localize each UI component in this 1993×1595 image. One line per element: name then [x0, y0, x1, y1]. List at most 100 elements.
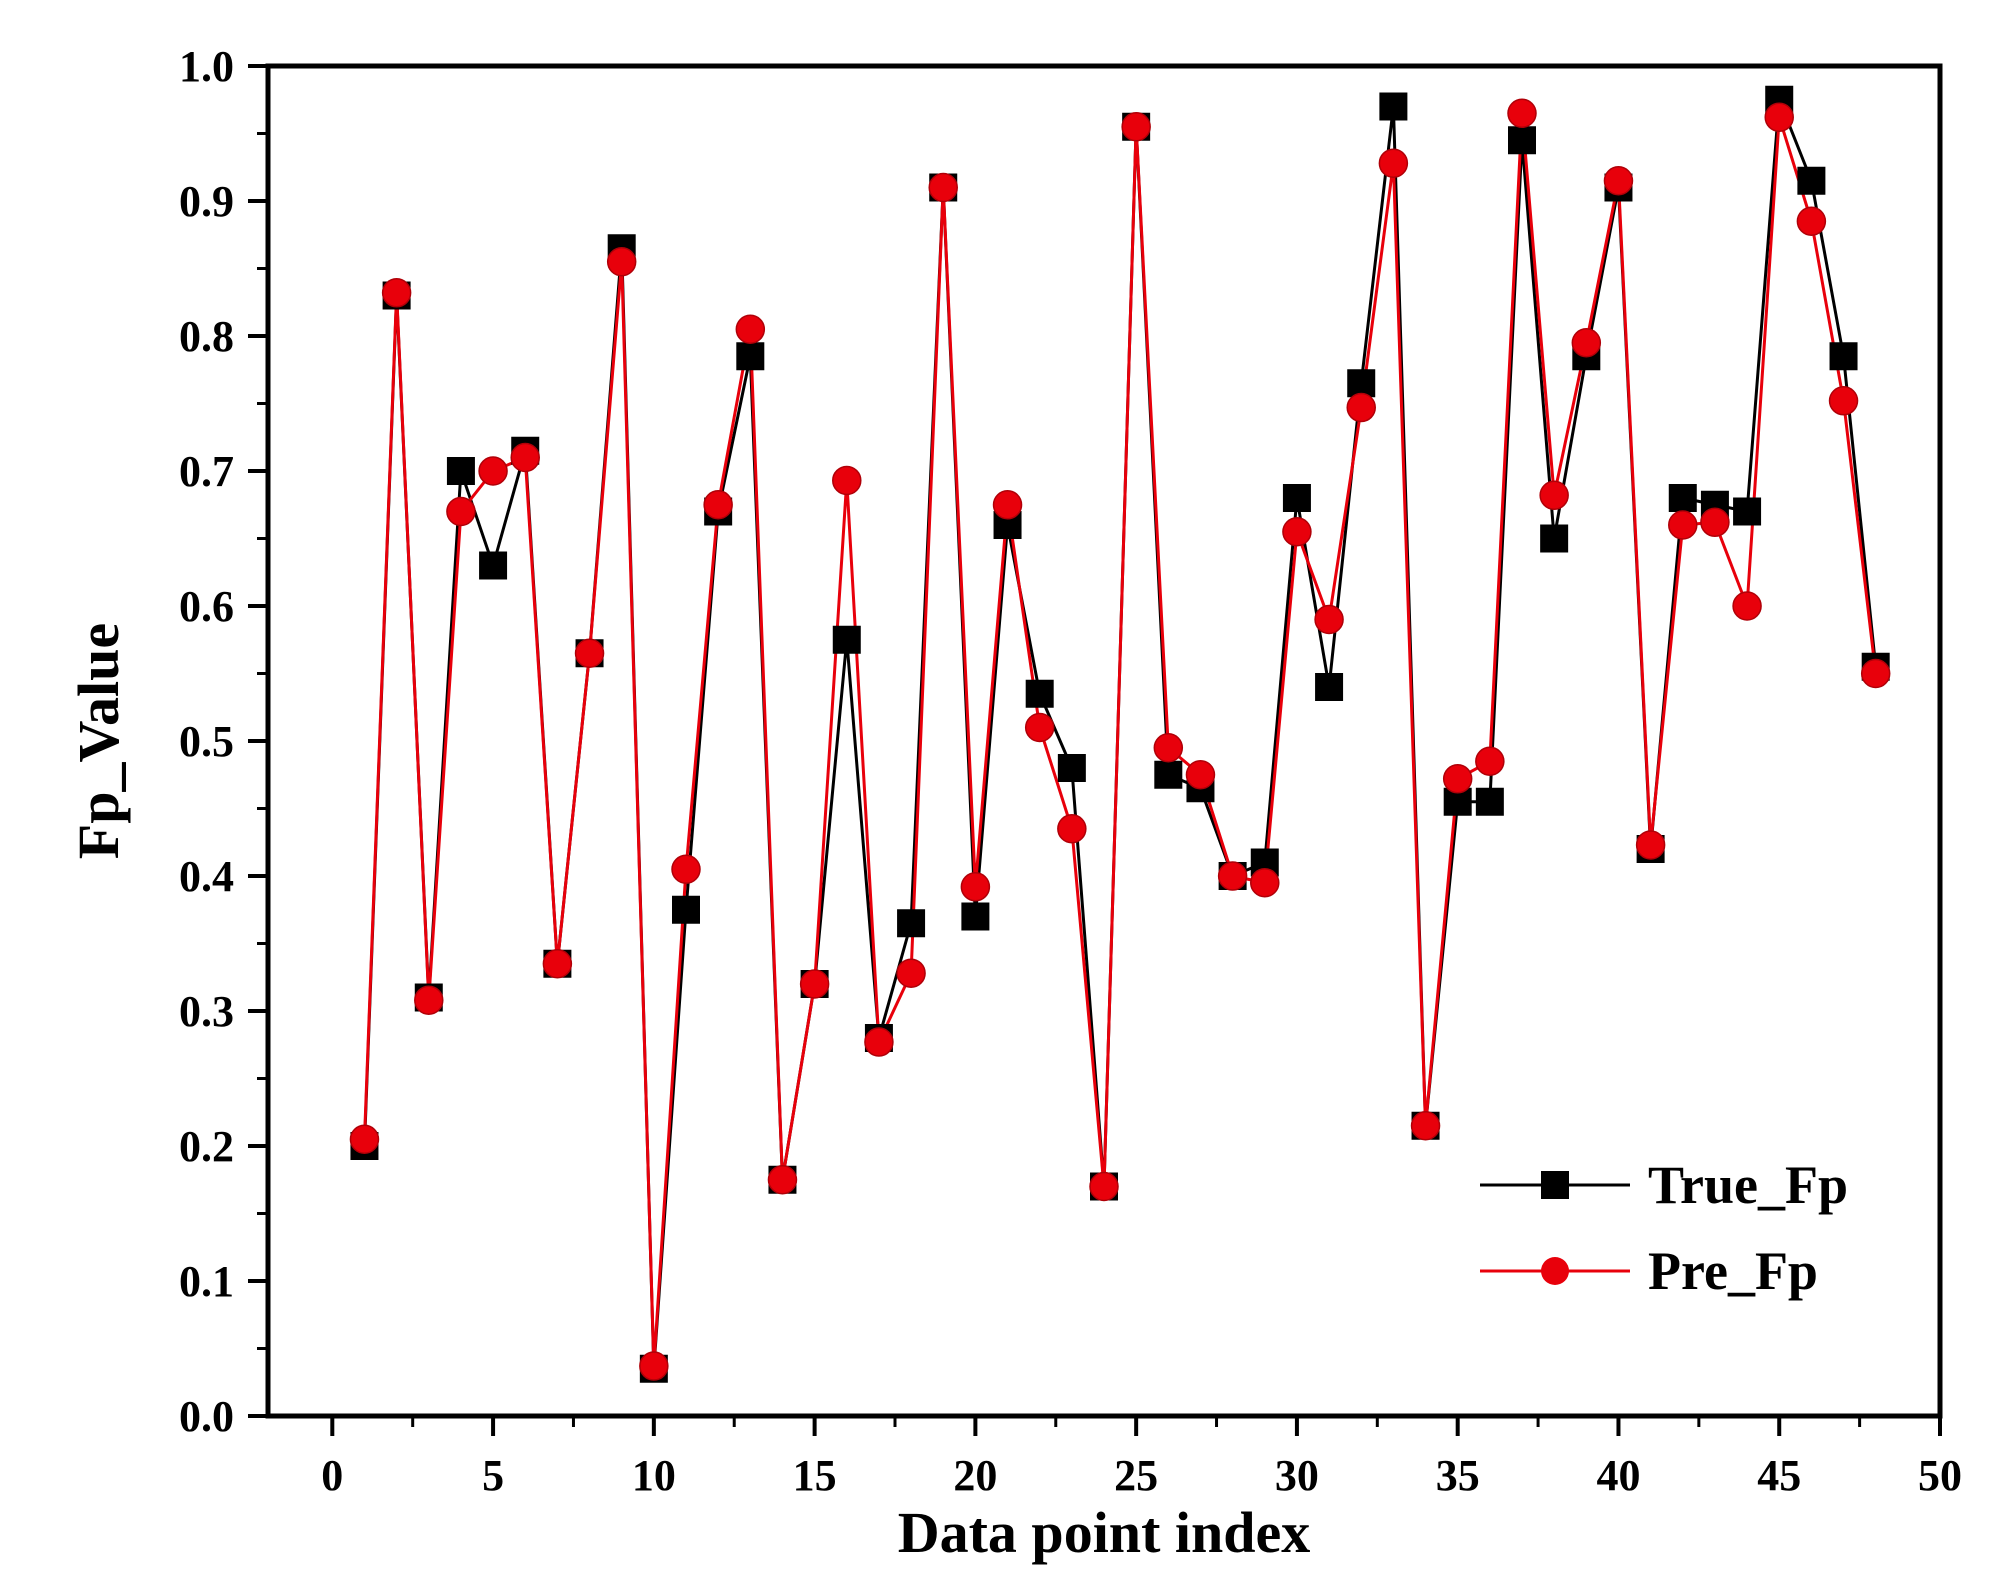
data-point-pre-fp [1475, 746, 1505, 776]
data-point-true-fp [1797, 166, 1826, 195]
y-tick-label: 0.1 [179, 1257, 234, 1306]
data-point-pre-fp [1089, 1171, 1119, 1202]
data-point-pre-fp [832, 465, 862, 496]
legend: True_Fp Pre_Fp [1480, 1155, 1848, 1301]
data-point-pre-fp [671, 854, 701, 884]
series-markers [349, 85, 1891, 1383]
data-point-pre-fp [574, 638, 605, 668]
data-point-pre-fp [542, 949, 573, 979]
data-point-pre-fp [349, 1124, 380, 1154]
data-point-pre-fp [606, 247, 637, 277]
legend-label: True_Fp [1648, 1155, 1848, 1215]
data-point-pre-fp [414, 985, 444, 1015]
data-point-pre-fp [1828, 386, 1859, 416]
data-point-pre-fp [1153, 733, 1184, 763]
legend-marker-square [1541, 1171, 1569, 1199]
y-tick-label: 0.4 [179, 852, 234, 901]
data-point-true-fp [736, 342, 765, 371]
y-axis-title: Fp_Value [66, 623, 131, 859]
data-point-pre-fp [1700, 507, 1730, 538]
x-tick-label: 20 [953, 1451, 997, 1500]
data-point-pre-fp [1314, 604, 1344, 635]
x-tick-label: 15 [793, 1451, 837, 1500]
series-points-pre-fp [349, 98, 1891, 1381]
x-axis-title: Data point index [898, 1500, 1311, 1565]
axis-ticks: 0 5 10 15 20 25 30 35 40 45 50 0.0 0.1 0.2 0.3 0.4 0.5 0.… [179, 42, 1962, 1500]
data-point-pre-fp [510, 442, 540, 473]
data-point-pre-fp [735, 314, 766, 344]
x-tick-label: 30 [1275, 1451, 1319, 1500]
data-point-pre-fp [1185, 760, 1216, 790]
y-tick-label: 0.7 [179, 447, 234, 496]
x-tick-label: 50 [1918, 1451, 1962, 1500]
data-point-pre-fp [1507, 98, 1537, 128]
x-tick-label: 25 [1114, 1451, 1158, 1500]
data-point-pre-fp [1539, 480, 1569, 511]
x-tick-label: 45 [1757, 1451, 1801, 1500]
data-point-pre-fp [960, 872, 991, 902]
series-line-pre-fp [362, 111, 1878, 1368]
data-point-true-fp [897, 909, 926, 938]
data-point-pre-fp [1571, 328, 1602, 358]
data-point-true-fp [1508, 126, 1536, 155]
data-point-pre-fp [992, 490, 1023, 520]
data-point-pre-fp [639, 1351, 669, 1381]
data-point-pre-fp [1024, 712, 1055, 743]
data-point-pre-fp [1057, 814, 1087, 844]
data-point-true-fp [672, 895, 700, 924]
data-point-true-fp [446, 457, 475, 485]
data-point-true-fp [1829, 342, 1858, 371]
data-point-pre-fp [1603, 166, 1634, 196]
data-point-true-fp [1668, 484, 1697, 512]
legend-marker-circle [1541, 1257, 1569, 1285]
data-point-pre-fp [1410, 1111, 1441, 1141]
y-tick-label: 0.8 [179, 312, 234, 361]
data-point-true-fp [961, 902, 990, 931]
data-point-true-fp [1733, 497, 1762, 526]
data-point-pre-fp [1860, 658, 1891, 689]
data-point-true-fp [1282, 484, 1311, 512]
data-point-true-fp [832, 625, 861, 654]
data-point-true-fp [1347, 369, 1376, 398]
data-point-pre-fp [1282, 517, 1312, 547]
y-tick-label: 0.0 [179, 1392, 234, 1441]
y-tick-label: 1.0 [179, 42, 234, 91]
x-tick-label: 35 [1436, 1451, 1480, 1500]
data-point-pre-fp [1796, 206, 1827, 236]
data-point-true-fp [1025, 679, 1054, 708]
data-point-pre-fp [928, 172, 958, 203]
data-point-pre-fp [1764, 102, 1794, 133]
series-lines [362, 98, 1878, 1371]
data-point-pre-fp [1668, 510, 1698, 540]
y-tick-label: 0.2 [179, 1122, 234, 1171]
x-tick-label: 40 [1596, 1451, 1640, 1500]
data-point-pre-fp [446, 496, 476, 527]
x-tick-label: 5 [482, 1451, 504, 1500]
data-point-true-fp [1379, 92, 1408, 121]
y-tick-label: 0.9 [179, 177, 234, 226]
data-point-true-fp [1475, 787, 1504, 816]
data-point-true-fp [1540, 524, 1569, 553]
data-point-pre-fp [1442, 764, 1473, 794]
data-point-pre-fp [1250, 868, 1280, 898]
data-point-pre-fp [1217, 861, 1248, 891]
data-point-pre-fp [478, 456, 508, 486]
data-point-true-fp [1154, 760, 1183, 789]
data-point-pre-fp [767, 1165, 798, 1195]
data-point-pre-fp [381, 278, 412, 308]
data-point-true-fp [479, 551, 508, 580]
y-tick-label: 0.5 [179, 717, 234, 766]
x-tick-label: 10 [632, 1451, 676, 1500]
y-tick-label: 0.3 [179, 987, 234, 1036]
data-point-pre-fp [703, 490, 733, 520]
y-tick-label: 0.6 [179, 582, 234, 631]
data-point-pre-fp [799, 969, 830, 999]
x-tick-label: 0 [321, 1451, 343, 1500]
data-point-pre-fp [1732, 591, 1762, 621]
data-point-pre-fp [896, 958, 926, 988]
data-point-pre-fp [1378, 148, 1409, 178]
data-point-pre-fp [1346, 392, 1376, 423]
data-point-pre-fp [1635, 830, 1666, 860]
